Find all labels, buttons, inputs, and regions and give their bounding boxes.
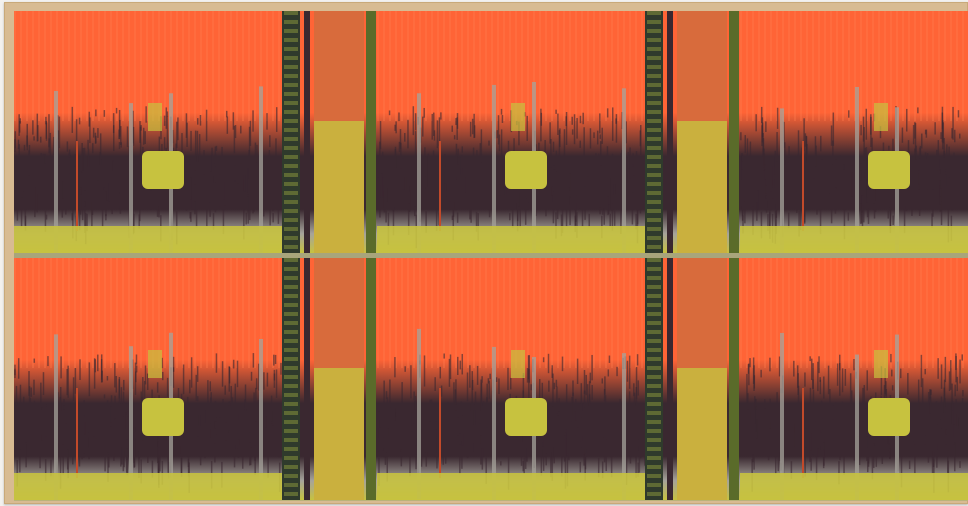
row-divider [14,253,968,258]
canvas [14,11,968,501]
spectrogram-image [14,258,968,500]
spectrogram-row-bottom [14,258,968,500]
spectrogram-image [14,11,968,253]
spectrogram-row-top [14,11,968,253]
wood-frame [4,2,968,504]
